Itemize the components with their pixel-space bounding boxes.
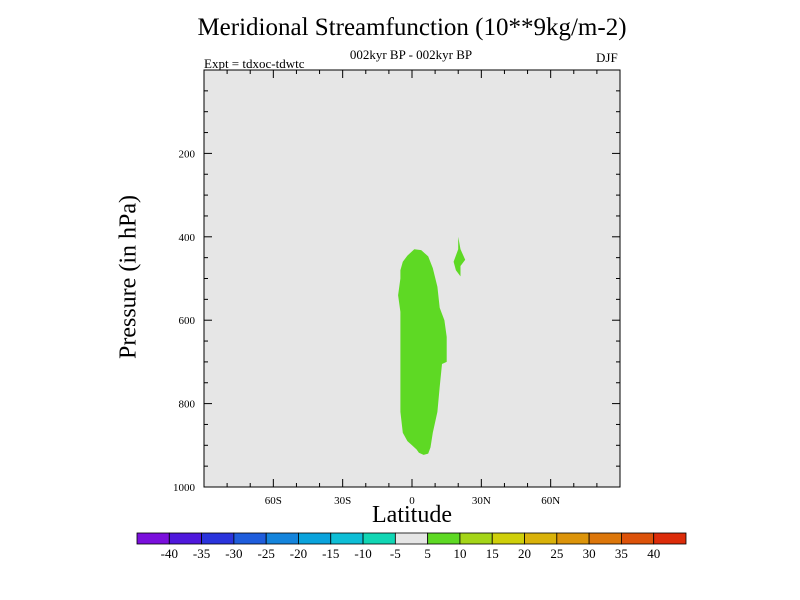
y-tick-label: 400 [179,232,196,244]
colorbar-swatch [233,532,267,545]
y-tick-label: 200 [179,148,196,160]
y-tick-label: 800 [179,399,196,411]
x-tick-label: 60S [265,495,282,507]
x-tick-label: 60N [541,495,560,507]
colorbar-swatch [394,532,429,545]
x-tick-label: 30N [472,495,491,507]
colorbar-label: 20 [518,546,531,561]
colorbar-swatch [653,532,687,545]
colorbar-swatch [201,532,235,545]
colorbar-swatch [298,532,332,545]
colorbar-label: -15 [322,546,339,561]
chart-title: Meridional Streamfunction (10**9kg/m-2) [197,14,627,41]
colorbar-label: 35 [615,546,628,561]
y-tick-label: 600 [179,315,196,327]
colorbar-swatch [556,532,590,545]
colorbar-swatch [427,532,461,545]
colorbar-swatch [459,532,493,545]
colorbar-swatch [136,532,170,545]
chart-subtitle: 002kyr BP - 002kyr BP [349,47,473,62]
x-axis-label: Latitude [372,502,452,528]
colorbar-label: 40 [647,546,660,561]
experiment-label: Expt = tdxoc-tdwtc [204,56,305,71]
colorbar-label: 5 [424,546,431,561]
colorbar-label: 10 [453,546,466,561]
colorbar-label: 30 [583,546,596,561]
x-tick-label: 30S [334,495,351,507]
colorbar-label: -5 [390,546,401,561]
colorbar-label: -40 [161,546,178,561]
colorbar-swatch [168,532,202,545]
colorbar-label: -25 [258,546,275,561]
colorbar-label: -20 [290,546,307,561]
colorbar-label: -10 [354,546,371,561]
y-tick-label: 1000 [173,482,196,494]
x-tick-label: 0 [409,495,415,507]
colorbar-label: 25 [550,546,563,561]
colorbar-label: -35 [193,546,210,561]
colorbar-label: -30 [225,546,242,561]
shaded-region-2 [453,236,466,277]
plot-frame [203,69,621,488]
colorbar-swatch [265,532,299,545]
colorbar-swatch [491,532,525,545]
colorbar-swatch [588,532,622,545]
colorbar-swatch [524,532,558,545]
colorbar-swatch [362,532,396,545]
season-label: DJF [596,50,618,65]
colorbar-label: 15 [486,546,499,561]
shaded-region-1 [398,249,447,455]
colorbar-swatch [330,532,364,545]
colorbar-swatch [621,532,655,545]
